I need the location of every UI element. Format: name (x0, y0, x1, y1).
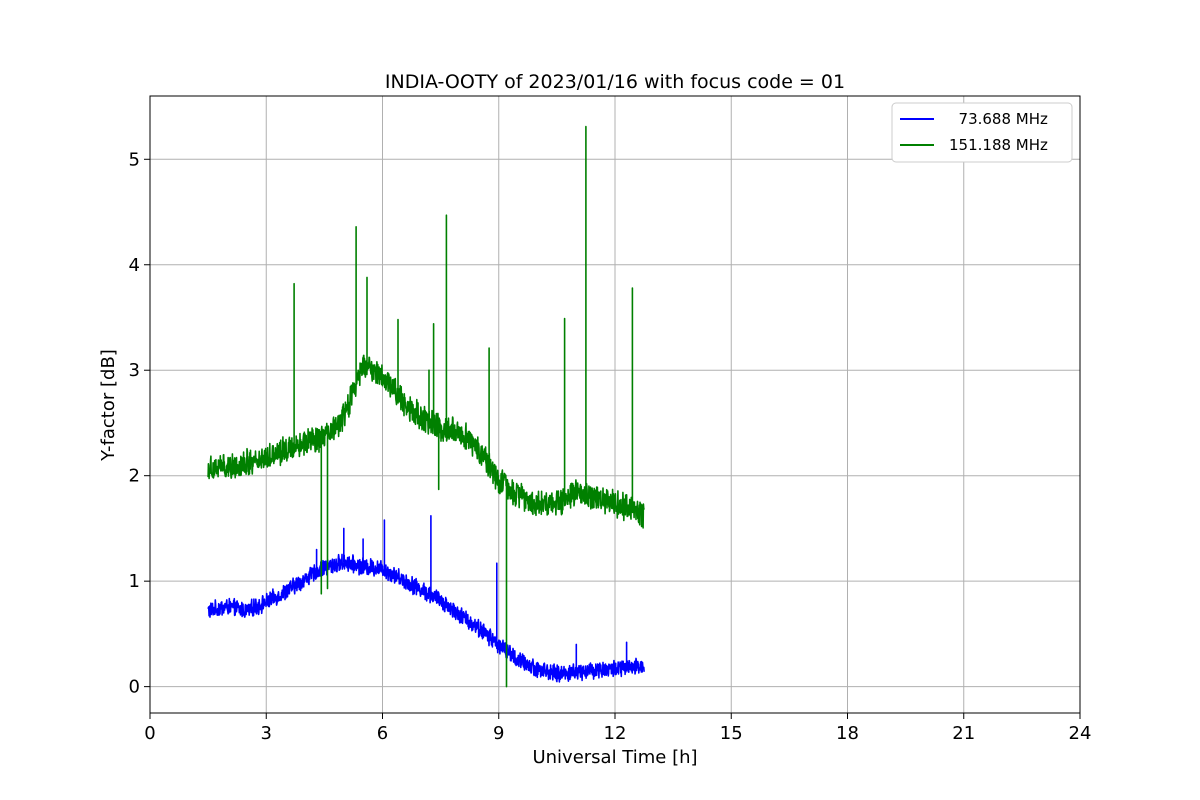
legend-label-73mhz: 73.688 MHz (949, 110, 1048, 128)
grid (149, 96, 1081, 713)
y-tick-label: 2 (129, 466, 140, 487)
series-layer (207, 125, 645, 688)
x-tick-label: 9 (493, 723, 504, 744)
y-tick-label: 0 (129, 677, 140, 698)
x-tick-label: 24 (1069, 723, 1092, 744)
y-tick-label: 3 (129, 360, 140, 381)
x-axis-label: Universal Time [h] (532, 747, 697, 768)
x-tick-label: 15 (720, 723, 743, 744)
x-tick-label: 3 (261, 723, 272, 744)
x-axis: 0 3 6 9 12 15 18 21 24 (144, 713, 1091, 744)
legend: 73.688 MHz 151.188 MHz (891, 102, 1073, 163)
x-tick-label: 0 (144, 723, 155, 744)
series-line-73mhz (207, 515, 645, 683)
y-tick-label: 5 (129, 149, 140, 170)
legend-label-151mhz: 151.188 MHz (949, 136, 1048, 154)
x-tick-label: 18 (836, 723, 859, 744)
x-tick-label: 21 (952, 723, 975, 744)
y-tick-label: 4 (129, 255, 140, 276)
legend-box (891, 102, 1073, 163)
y-axis-label: Y-factor [dB] (98, 349, 119, 462)
x-tick-label: 12 (604, 723, 627, 744)
series-line-151mhz (207, 125, 645, 688)
y-tick-label: 1 (129, 571, 140, 592)
y-axis: 0 1 2 3 4 5 (129, 149, 150, 698)
x-tick-label: 6 (377, 723, 388, 744)
chart-title: INDIA-OOTY of 2023/01/16 with focus code… (385, 71, 845, 93)
